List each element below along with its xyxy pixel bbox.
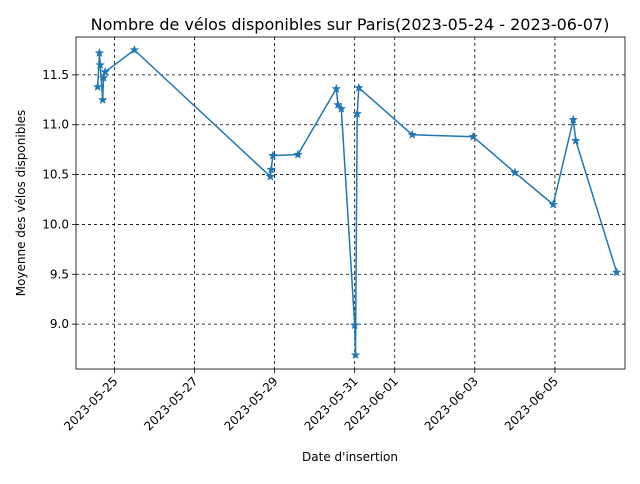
x-tick-label: 2023-05-25	[61, 374, 120, 433]
y-tick-label: 9.5	[50, 267, 69, 281]
data-point	[100, 67, 110, 76]
data-point	[268, 151, 278, 160]
x-gridlines	[113, 37, 556, 369]
y-gridlines	[76, 74, 625, 325]
data-point	[548, 200, 558, 209]
data-point	[130, 45, 139, 54]
data-point	[407, 130, 417, 139]
data-point	[510, 168, 520, 177]
x-tick-label: 2023-05-29	[221, 374, 280, 433]
data-point	[468, 132, 478, 141]
data-point	[95, 60, 105, 69]
data-point	[337, 104, 346, 113]
data-point	[612, 267, 621, 276]
x-axis-ticks: 2023-05-25 2023-05-27 2023-05-29 2023-05-31…	[61, 369, 561, 433]
data-point	[266, 172, 275, 181]
data-point	[99, 73, 108, 82]
series-line	[96, 49, 618, 356]
data-point	[333, 100, 343, 109]
plot-frame	[75, 36, 626, 370]
x-tick-label: 2023-05-27	[141, 374, 200, 433]
data-point	[98, 95, 107, 104]
data-point	[93, 82, 102, 91]
data-point	[266, 165, 276, 174]
y-tick-label: 11.5	[42, 68, 69, 82]
y-tick-label: 11.0	[42, 118, 69, 132]
x-tick-label: 2023-06-05	[502, 374, 561, 433]
data-point	[350, 320, 359, 329]
data-point	[352, 109, 362, 118]
y-tick-label: 10.5	[42, 168, 69, 182]
data-point	[332, 84, 341, 93]
y-tick-label: 10.0	[42, 217, 69, 231]
y-axis-ticks: 9.0 9.5 10.0 10.5 11.0 11.5	[42, 68, 76, 331]
data-point	[351, 350, 360, 359]
y-axis-label: Moyenne des vélos disponibles	[14, 110, 28, 297]
data-point	[571, 136, 581, 145]
chart-title: Nombre de vélos disponibles sur Paris(20…	[91, 15, 610, 34]
x-axis-label: Date d'insertion	[302, 450, 398, 464]
data-point-markers	[93, 45, 621, 359]
y-tick-label: 9.0	[50, 317, 69, 331]
x-tick-label: 2023-06-03	[422, 374, 481, 433]
data-point	[354, 83, 364, 92]
data-point	[293, 150, 303, 159]
data-point	[95, 48, 104, 57]
data-point	[568, 115, 578, 124]
